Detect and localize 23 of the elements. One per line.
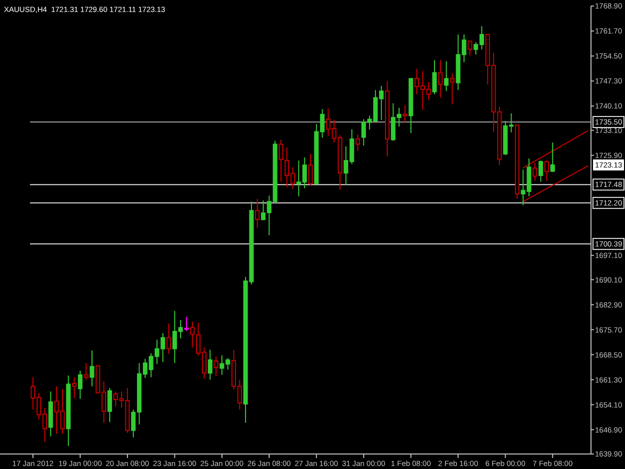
candlestick [432,60,437,95]
candlestick [278,139,284,182]
candlestick [402,104,408,122]
candlestick [538,160,544,182]
candlestick [438,60,443,98]
candlestick [107,388,112,423]
candlestick [550,142,555,172]
candlestick [468,40,472,56]
candlestick [90,350,94,387]
candlestick [190,321,195,348]
candlestick [214,356,218,377]
candlestick [444,60,449,92]
candlestick [78,370,82,400]
candlestick [308,153,313,186]
candlestick [72,376,77,399]
candlestick [355,134,360,152]
candlestick [255,198,260,228]
candlestick [450,72,454,105]
candlestick [84,362,88,380]
candlestick [544,160,549,182]
candlestick [208,349,212,380]
candlestick [166,322,172,354]
candlestick [184,316,189,332]
